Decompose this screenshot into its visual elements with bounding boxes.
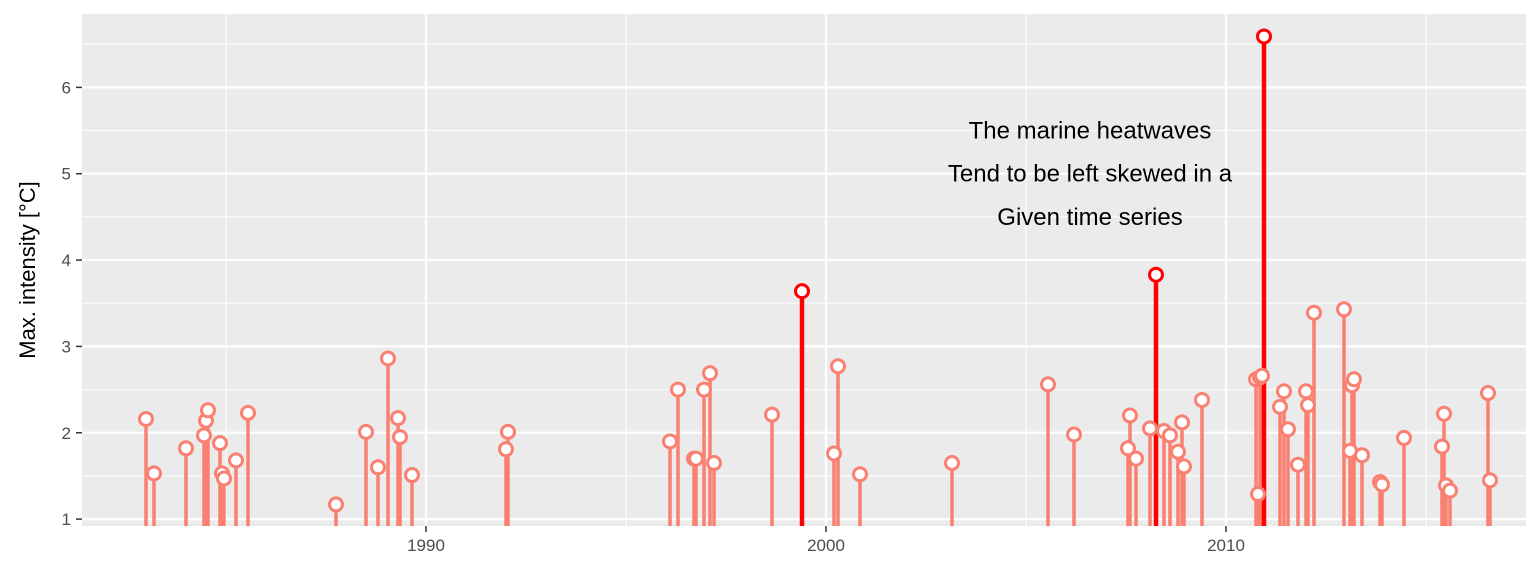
- lollipop-point: [1280, 421, 1296, 438]
- lollipop-point: [1174, 414, 1190, 431]
- lollipop-point: [1290, 456, 1306, 473]
- lollipop-point: [358, 423, 374, 440]
- lollipop-point: [390, 410, 406, 427]
- y-tick-label: 4: [62, 251, 71, 270]
- lollipop-point: [1354, 447, 1370, 464]
- lollipop-point: [1176, 458, 1192, 475]
- lollipop-point: [1346, 371, 1362, 388]
- lollipop-point: [240, 404, 256, 421]
- lollipop-point: [794, 283, 810, 300]
- y-tick-label: 6: [62, 78, 71, 97]
- lollipop-point: [1256, 28, 1272, 45]
- y-tick-label: 1: [62, 510, 71, 529]
- lollipop-point: [706, 454, 722, 471]
- lollipop-point: [1250, 486, 1266, 503]
- lollipop-point: [764, 406, 780, 423]
- lollipop-point: [944, 454, 960, 471]
- lollipop-point: [1300, 397, 1316, 414]
- lollipop-points: [138, 28, 1498, 513]
- lollipop-point: [688, 450, 704, 467]
- lollipop-point: [1306, 304, 1322, 321]
- annotation-line: The marine heatwaves: [969, 118, 1212, 145]
- lollipop-point: [1162, 427, 1178, 444]
- lollipop-point: [1298, 383, 1314, 400]
- lollipop-point: [404, 467, 420, 484]
- x-tick-label: 2000: [807, 536, 845, 555]
- annotation-line: Tend to be left skewed in a: [948, 161, 1233, 188]
- lollipop-point: [1148, 266, 1164, 283]
- lollipop-point: [702, 365, 718, 382]
- lollipop-point: [1336, 301, 1352, 318]
- lollipop-point: [1122, 407, 1138, 424]
- y-tick-label: 3: [62, 337, 71, 356]
- lollipop-point: [1170, 443, 1186, 460]
- lollipop-point: [1442, 482, 1458, 499]
- lollipop-point: [1272, 398, 1288, 415]
- y-tick-label: 5: [62, 165, 71, 184]
- lollipop-point: [830, 358, 846, 375]
- lollipop-point: [1482, 472, 1498, 489]
- lollipop-point: [1374, 476, 1390, 493]
- lollipop-point: [370, 459, 386, 476]
- x-tick-label: 2010: [1207, 536, 1245, 555]
- lollipop-point: [1142, 420, 1158, 437]
- lollipop-point: [212, 435, 228, 452]
- lollipop-point: [826, 445, 842, 462]
- lollipop-point: [178, 440, 194, 457]
- lollipop-point: [1040, 376, 1056, 393]
- lollipop-point: [500, 423, 516, 440]
- lollipop-point: [228, 452, 244, 469]
- lollipop-point: [1254, 367, 1270, 384]
- lollipop-point: [392, 429, 408, 446]
- lollipop-point: [1276, 383, 1292, 400]
- y-axis-title: Max. intensity [°C]: [15, 181, 40, 359]
- lollipop-point: [1480, 385, 1496, 402]
- lollipop-point: [328, 496, 344, 513]
- lollipop-point: [670, 381, 686, 398]
- y-tick-label: 2: [62, 424, 71, 443]
- lollipop-point: [696, 381, 712, 398]
- lollipop-point: [662, 433, 678, 450]
- lollipop-point: [852, 466, 868, 483]
- lollipop-point: [1396, 429, 1412, 446]
- lollipop-point: [138, 410, 154, 427]
- x-axis-ticks: 1990 2000 2010: [407, 526, 1245, 555]
- lollipop-point: [1120, 440, 1136, 457]
- lollipop-point: [498, 441, 514, 458]
- lollipop-point: [1436, 405, 1452, 422]
- y-axis-ticks: 1 2 3 4 5 6: [62, 78, 82, 529]
- annotation: The marine heatwaves Tend to be left skew…: [948, 118, 1233, 231]
- annotation-line: Given time series: [997, 204, 1182, 231]
- lollipop-point: [1128, 450, 1144, 467]
- lollipop-point: [216, 470, 232, 487]
- lollipop-point: [196, 427, 212, 444]
- lollipop-point: [1434, 438, 1450, 455]
- x-tick-label: 1990: [407, 536, 445, 555]
- lollipop-point: [1194, 391, 1210, 408]
- lollipop-point: [380, 350, 396, 367]
- lollipop-point: [200, 402, 216, 419]
- lollipop-point: [1066, 426, 1082, 443]
- lollipop-point: [146, 465, 162, 482]
